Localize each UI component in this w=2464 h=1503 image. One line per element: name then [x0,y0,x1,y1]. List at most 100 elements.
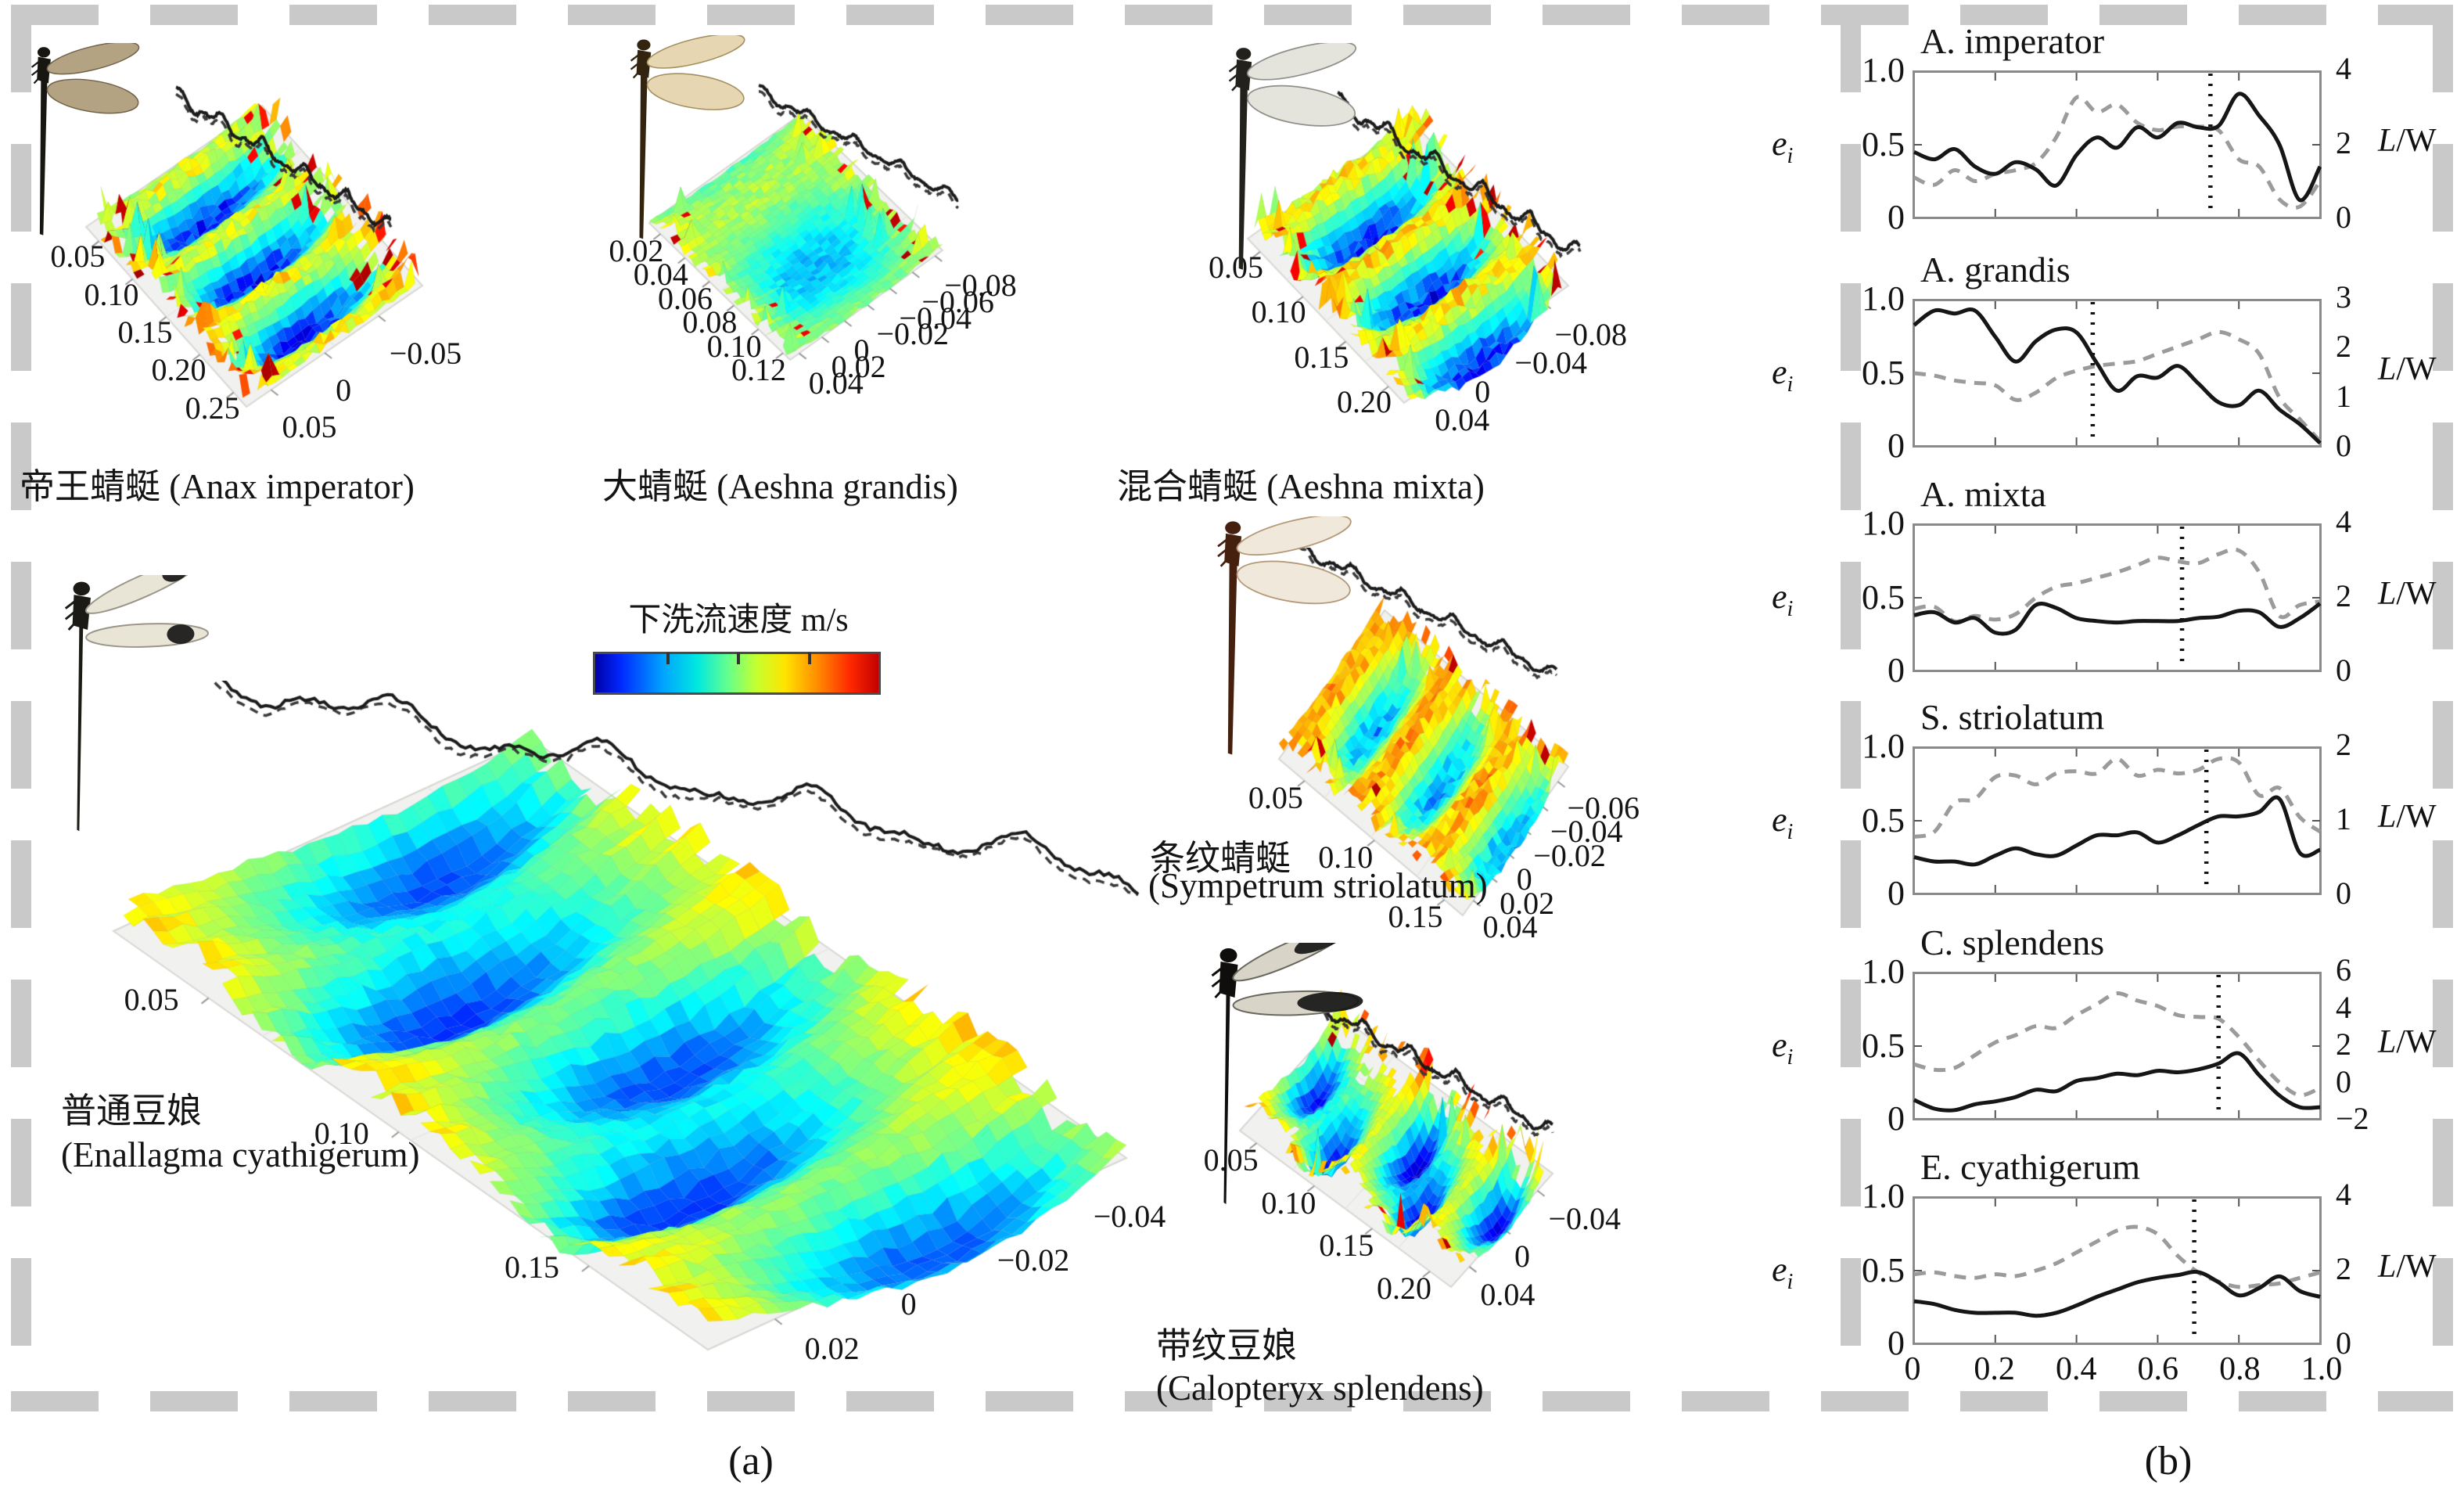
left-tick: 0.5 [1862,1027,1905,1065]
surface-y-tick: 0 [1516,861,1532,897]
ei-letter: e [1772,124,1787,163]
wing-spot [1297,991,1363,1012]
surface-x-tick: 0.04 [633,257,688,293]
lw-letter: L [2378,576,2397,612]
ei-axis-label: ei [1772,577,1793,622]
ei-letter: e [1772,1250,1787,1289]
surface-x-tick: 0.15 [1294,339,1349,375]
surface-caption: 条纹蜻蜓 [1150,839,1291,878]
panel-a-label: (a) [728,1439,774,1483]
right-tick: 1 [2336,378,2351,414]
insect-icon [31,43,140,236]
right-tick: 0 [2336,1063,2351,1099]
b-x-tick: 0.2 [1974,1351,2015,1387]
surface-x-tick: 0.12 [731,352,786,388]
wing-spot [1294,943,1356,955]
panel-divider [1841,5,1861,1411]
left-tick: 0 [1888,651,1905,689]
surface-y-tick: 0.02 [1500,885,1555,921]
plot-frame [1913,746,2322,895]
lw-rest: /W [2396,576,2437,612]
colorbar-tick [807,653,811,664]
lw-rest: /W [2396,351,2437,387]
left-tick: 0 [1888,426,1905,465]
surface-x-tick: 0.10 [706,328,762,364]
ei-solid-curve [1913,795,2321,867]
plot-frame [1913,972,2322,1120]
plot-frame [1913,523,2322,672]
right-tick: 0 [2336,1325,2351,1361]
lw-letter: L [2378,123,2397,159]
surface-x-tick: 0.10 [314,1115,369,1151]
surface-x-tick: 0.05 [50,239,106,275]
lw-dashed-curve [1913,756,2322,839]
plot-title: S. striolatum [1920,697,2105,737]
right-tick: 2 [2336,1251,2351,1286]
surface-x-tick: 0.06 [658,280,713,316]
left-tick: 0.5 [1862,354,1905,392]
left-tick: 1.0 [1862,51,1905,89]
line-plot-a-grandis [1913,299,2322,448]
right-tick: 2 [2336,578,2351,613]
ei-subscript: i [1787,596,1794,621]
surface-x-tick: 0.05 [1209,249,1263,285]
surface-y-tick: −0.04 [1093,1198,1166,1234]
lw-letter: L [2378,1249,2397,1285]
colorbar-tick [666,653,670,664]
ei-axis-label: ei [1772,124,1793,169]
left-tick: 1.0 [1862,1177,1905,1215]
right-tick: 2 [2336,125,2351,160]
plot-title: C. splendens [1920,922,2105,962]
lw-letter: L [2378,1024,2397,1060]
left-tick: 1.0 [1862,279,1905,318]
surface-y-tick: 0.04 [1482,909,1538,944]
right-tick: 0 [2336,200,2351,235]
lw-axis-label: L/W [2378,798,2437,836]
insect-icon [630,35,745,239]
surface-y-tick: 0 [1474,373,1491,409]
right-tick: 4 [2336,504,2351,539]
right-tick: 6 [2336,952,2351,987]
surface-y-tick: −0.06 [1567,790,1640,825]
plot-title: A. mixta [1920,474,2046,514]
colorbar-tick [737,653,740,664]
left-tick: 0.5 [1862,578,1905,617]
surface-caption: (Enallagma cyathigerum) [61,1135,420,1174]
surface-caption: 大蜻蜓 (Aeshna grandis) [602,467,958,506]
surface-y-tick: −0.04 [1514,345,1587,380]
ei-subscript: i [1787,1045,1794,1070]
plot-svg [1913,972,2322,1120]
lw-rest: /W [2396,123,2437,159]
lw-letter: L [2378,351,2397,387]
plot-title: E. cyathigerum [1920,1147,2141,1187]
lw-letter: L [2378,799,2397,835]
ei-subscript: i [1787,143,1794,168]
line-plot-c-splendens [1913,972,2322,1120]
surface-y-tick: −0.08 [1554,316,1628,352]
surface-x-tick: 0.20 [1377,1271,1431,1306]
left-tick: 1.0 [1862,952,1905,991]
ei-letter: e [1772,800,1787,839]
surface-3d-enallagma-cyathigerum [78,681,1166,1385]
ei-axis-label: ei [1772,352,1793,397]
plot-svg [1913,523,2322,672]
lw-axis-label: L/W [2378,575,2437,613]
surface-y-tick: −0.04 [899,300,972,336]
surface-x-tick: 0.25 [185,390,240,426]
surface-caption: 带纹豆娘 [1156,1326,1298,1365]
aeshna-grandis-silhouette [618,35,755,243]
line-plot-e-cyathigerum [1913,1196,2322,1345]
ei-axis-label: ei [1772,1250,1793,1295]
left-tick: 0 [1888,1324,1905,1362]
b-x-tick: 1.0 [2301,1351,2343,1387]
right-tick: 0 [2336,653,2351,688]
surface-caption: 普通豆娘 [61,1091,203,1131]
left-tick: 0.5 [1862,801,1905,840]
surface-y-tick: 0.04 [1480,1276,1536,1312]
surface-y-tick: −0.02 [997,1242,1070,1278]
lw-axis-label: L/W [2378,1023,2437,1061]
ei-axis-label: ei [1772,1025,1793,1070]
plot-frame [1913,1196,2322,1345]
lw-rest: /W [2396,1249,2437,1285]
